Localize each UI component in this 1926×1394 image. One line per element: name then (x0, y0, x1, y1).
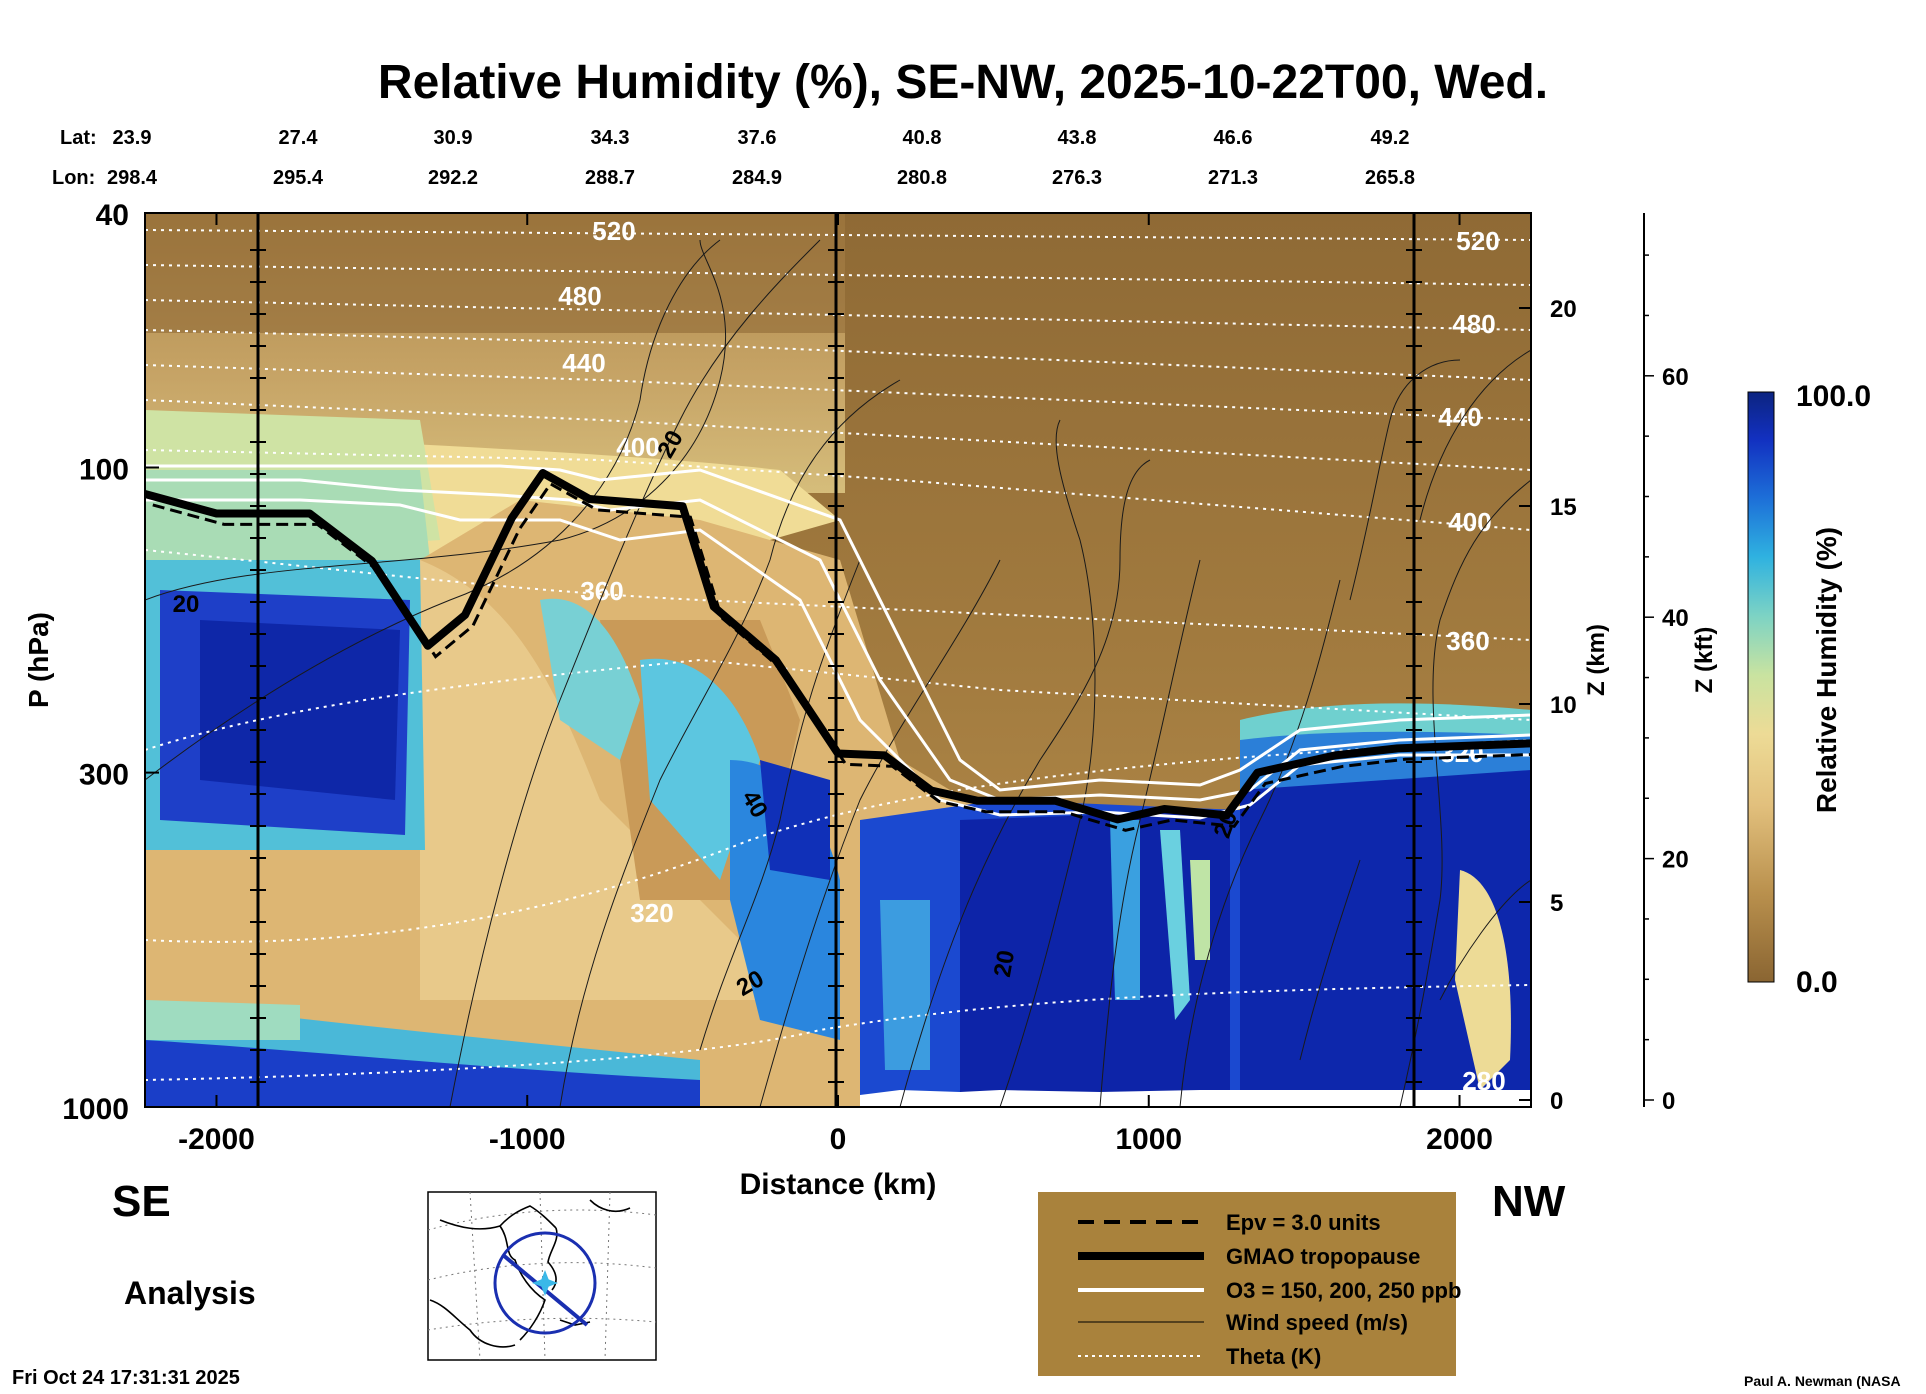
z-km-tick-label: 5 (1550, 890, 1563, 917)
x-axis-label: Distance (km) (740, 1168, 937, 1201)
analysis-label: Analysis (124, 1275, 256, 1311)
theta-label: 520 (592, 216, 635, 246)
inset-map (427, 1191, 657, 1361)
lon-value: 280.8 (897, 167, 947, 189)
theta-contours (145, 229, 1531, 1081)
lat-value: 49.2 (1371, 127, 1410, 149)
x-tick-label: 0 (830, 1123, 847, 1156)
y-tick-label: 40 (96, 199, 129, 232)
y-axis-label: P (hPa) (23, 612, 54, 708)
z-km-tick-label: 20 (1550, 296, 1577, 323)
tropopause-lines (145, 469, 1531, 832)
humidity-field (145, 213, 1531, 1107)
theta-label: 280 (1462, 1066, 1505, 1096)
station-ticks (250, 249, 1422, 1083)
x-axis: -2000 -1000 0 1000 2000 (178, 213, 1493, 1156)
colorbar-max-label: 100.0 (1796, 380, 1871, 413)
z-kft-tick-label: 40 (1662, 605, 1689, 632)
theta-label: 480 (558, 281, 601, 311)
legend-item-tropopause: GMAO tropopause (1226, 1244, 1420, 1269)
lat-value: 37.6 (738, 127, 777, 149)
lon-value: 288.7 (585, 167, 635, 189)
lon-value: 276.3 (1052, 167, 1102, 189)
z-kft-label: Z (kft) (1691, 627, 1718, 694)
z-km-axis: 0 5 10 15 20 (1519, 213, 1577, 1115)
lon-value: 292.2 (428, 167, 478, 189)
z-km-tick-label: 15 (1550, 494, 1577, 521)
station-lines (256, 213, 1416, 1107)
theta-label: 400 (1448, 507, 1491, 537)
x-tick-label: -2000 (178, 1123, 255, 1156)
legend-item-theta: Theta (K) (1226, 1344, 1321, 1369)
direction-left: SE (112, 1177, 171, 1226)
timestamp: Fri Oct 24 17:31:31 2025 (12, 1367, 240, 1389)
colorbar (1747, 391, 1775, 983)
x-tick-label: 2000 (1426, 1123, 1493, 1156)
wind-label: 20 (173, 591, 200, 618)
theta-label: 440 (1438, 402, 1481, 432)
colorbar-min-label: 0.0 (1796, 966, 1838, 999)
theta-label: 440 (562, 348, 605, 378)
theta-label: 480 (1452, 309, 1495, 339)
x-tick-label: 1000 (1115, 1123, 1182, 1156)
lon-value: 271.3 (1208, 167, 1258, 189)
lat-value: 30.9 (434, 127, 473, 149)
x-tick-label: -1000 (489, 1123, 566, 1156)
lon-value: 298.4 (107, 167, 158, 189)
lat-value: 40.8 (903, 127, 942, 149)
y-tick-label: 1000 (62, 1093, 129, 1126)
lat-value: 23.9 (113, 127, 152, 149)
z-km-label: Z (km) (1583, 624, 1610, 696)
wind-contours (145, 239, 1531, 1107)
wind-label: 20 (989, 948, 1020, 979)
legend-item-wind: Wind speed (m/s) (1226, 1310, 1408, 1335)
z-kft-tick-label: 20 (1662, 847, 1689, 874)
colorbar-title: Relative Humidity (%) (1811, 527, 1842, 813)
direction-right: NW (1492, 1177, 1566, 1226)
chart-title: Relative Humidity (%), SE-NW, 2025-10-22… (378, 56, 1548, 109)
z-km-tick-label: 0 (1550, 1088, 1563, 1115)
legend-item-epv: Epv = 3.0 units (1226, 1210, 1381, 1235)
lat-value: 46.6 (1214, 127, 1253, 149)
z-kft-tick-label: 0 (1662, 1088, 1675, 1115)
z-kft-tick-label: 60 (1662, 364, 1689, 391)
theta-label: 360 (580, 576, 623, 606)
theta-label: 520 (1456, 226, 1499, 256)
credit: Paul A. Newman (NASA (1744, 1373, 1901, 1389)
theta-label: 320 (630, 898, 673, 928)
legend: Epv = 3.0 units GMAO tropopause O3 = 150… (1038, 1192, 1461, 1376)
legend-item-ozone: O3 = 150, 200, 250 ppb (1226, 1278, 1461, 1303)
theta-label: 360 (1446, 626, 1489, 656)
y-tick-label: 100 (79, 453, 129, 486)
ozone-contours (145, 464, 1531, 820)
y-tick-label: 300 (79, 759, 129, 792)
lon-value: 265.8 (1365, 167, 1415, 189)
lat-value: 27.4 (279, 127, 319, 149)
z-km-tick-label: 10 (1550, 692, 1577, 719)
lat-value: 43.8 (1058, 127, 1097, 149)
lat-value: 34.3 (591, 127, 630, 149)
lat-row-label: Lat: (60, 127, 97, 149)
y-axis: 40 100 300 1000 (62, 199, 159, 1126)
lat-lon-labels: 23.9 298.4 27.4 295.4 30.9 292.2 34.3 288.7 37.6… (107, 127, 1415, 189)
lon-row-label: Lon: (52, 167, 95, 189)
lon-value: 295.4 (273, 167, 324, 189)
z-kft-axis: 0 20 40 60 (1643, 213, 1689, 1115)
lon-value: 284.9 (732, 167, 782, 189)
